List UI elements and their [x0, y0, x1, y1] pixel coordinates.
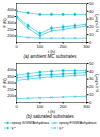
svg-text:γₛ (mJ/m²): γₛ (mJ/m²): [94, 73, 99, 92]
svg-text:200: 200: [60, 104, 67, 109]
svg-text:F (N): F (N): [2, 78, 7, 88]
html-text:γₛᵈ: γₛᵈ: [11, 126, 16, 130]
svg-text:20: 20: [89, 84, 94, 90]
svg-text:400: 400: [7, 7, 14, 12]
svg-text:250: 250: [7, 27, 14, 32]
svg-text:200: 200: [60, 44, 67, 49]
html-text:epoxy F/GW/Anhydrous: epoxy F/GW/Anhydrous: [59, 121, 97, 125]
svg-text:400: 400: [7, 67, 14, 72]
svg-text:100: 100: [36, 104, 43, 109]
svg-text:0: 0: [89, 40, 92, 45]
svg-text:350: 350: [7, 14, 14, 19]
svg-text:300: 300: [7, 20, 14, 25]
svg-text:100: 100: [36, 44, 43, 49]
html-text:(a) ambient MC substrates: (a) ambient MC substrates: [23, 54, 77, 59]
html-text:γₛᵖ: γₛᵖ: [59, 126, 64, 130]
svg-text:20: 20: [89, 24, 94, 30]
svg-text:30: 30: [89, 76, 94, 82]
svg-text:200: 200: [7, 93, 14, 98]
svg-text:t (h): t (h): [48, 49, 56, 54]
svg-text:γₛ (mJ/m²): γₛ (mJ/m²): [94, 13, 99, 32]
svg-text:50: 50: [89, 61, 94, 66]
html-text:epoxy G/GW/Anhydrous: epoxy G/GW/Anhydrous: [11, 121, 50, 125]
svg-text:0: 0: [15, 104, 18, 109]
svg-text:40: 40: [89, 69, 94, 74]
svg-text:200: 200: [7, 33, 14, 38]
html-text:(b) saturated substrates: (b) saturated substrates: [26, 114, 74, 119]
svg-text:300: 300: [7, 80, 14, 85]
svg-text:30: 30: [89, 16, 94, 22]
svg-text:300: 300: [83, 43, 90, 49]
svg-text:350: 350: [7, 74, 14, 79]
svg-text:0: 0: [89, 100, 92, 105]
svg-text:40: 40: [89, 9, 94, 14]
svg-text:F (N): F (N): [2, 18, 7, 28]
svg-text:t (h): t (h): [48, 109, 56, 114]
svg-text:10: 10: [89, 32, 94, 37]
svg-text:300: 300: [83, 103, 90, 109]
svg-text:10: 10: [89, 92, 94, 97]
svg-text:50: 50: [89, 1, 94, 6]
svg-text:250: 250: [7, 87, 14, 92]
svg-text:0: 0: [15, 44, 18, 49]
